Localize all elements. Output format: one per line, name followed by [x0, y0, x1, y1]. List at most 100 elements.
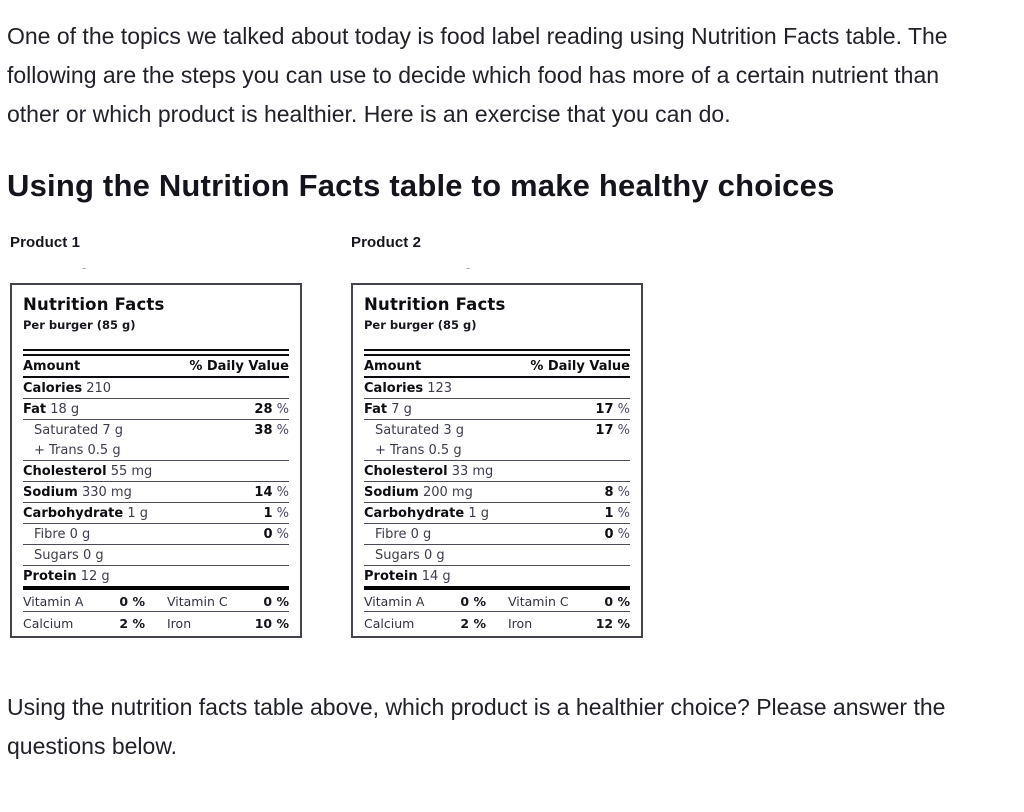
percent-sign: % [613, 527, 630, 542]
nutrient-row: Fat 7 g 17 % [364, 399, 630, 420]
nutrient-text: Fat 18 g [23, 402, 79, 417]
daily-value-cell: 17 % [595, 423, 630, 438]
nutrient-text: Fibre 0 g [364, 527, 431, 542]
micro-pair-right: Vitamin C 0 % [501, 594, 630, 609]
nutrient-amount: Sugars 0 g [34, 548, 104, 563]
nutrient-amount: + Trans 0.5 g [375, 443, 462, 458]
daily-value-column-header: % Daily Value [189, 359, 289, 374]
micro-pair-right: Iron 10 % [160, 616, 289, 631]
page-heading: Using the Nutrition Facts table to make … [7, 168, 835, 203]
nutrient-amount: Saturated 3 g [375, 423, 465, 438]
question-paragraph: Using the nutrition facts table above, w… [7, 694, 946, 759]
nutrition-facts-title: Nutrition Facts [23, 295, 165, 314]
nutrient-name: Cholesterol [364, 464, 448, 479]
dash-mark: - [82, 259, 87, 275]
nutrient-amount: 1 g [123, 506, 149, 521]
daily-value-cell: 0 % [604, 527, 630, 542]
micro-value-2: 0 % [263, 593, 289, 609]
intro-paragraph: One of the topics we talked about today … [7, 23, 948, 127]
nutrient-row: Fibre 0 g 0 % [364, 524, 630, 545]
micro-pair-left: Calcium 2 % [364, 616, 501, 631]
product-1-dash-row: - [10, 251, 302, 283]
nutrient-text: Sodium 200 mg [364, 485, 473, 500]
nutrient-row: Sugars 0 g [364, 545, 630, 566]
micronutrient-row: Vitamin A 0 % Vitamin C 0 % [23, 590, 289, 612]
double-rule [23, 349, 289, 356]
daily-value-cell: 0 % [263, 527, 289, 542]
amount-column-header: Amount [364, 359, 422, 374]
daily-value-cell: 38 % [254, 423, 289, 438]
nutrient-row: Carbohydrate 1 g 1 % [364, 503, 630, 524]
micro-value-1: 0 % [460, 593, 486, 609]
nutrient-amount: 18 g [46, 402, 80, 417]
nutrient-row: Saturated 3 g 17 % [364, 420, 630, 440]
nutrient-text: Fibre 0 g [23, 527, 90, 542]
nutrient-row: Sodium 330 mg 14 % [23, 482, 289, 503]
percent-sign: % [613, 423, 630, 438]
percent-sign: % [272, 402, 289, 417]
micro-name-2: Iron [508, 615, 533, 631]
product-2-dash-row: - [351, 251, 643, 283]
nutrient-amount: 123 [423, 381, 453, 396]
percent-sign: % [613, 485, 630, 500]
products-row: Product 1 - Nutrition Facts Per burger (… [10, 234, 1024, 638]
nutrient-name: Fat [364, 402, 388, 417]
percent-sign: % [272, 485, 289, 500]
nutrient-text: + Trans 0.5 g [23, 443, 121, 458]
table-header-row: Amount % Daily Value [23, 356, 289, 378]
nutrient-amount: 7 g [387, 402, 412, 417]
nutrient-amount: 210 [82, 381, 112, 396]
nutrient-text: Carbohydrate 1 g [23, 506, 148, 521]
daily-value-cell: 14 % [254, 485, 289, 500]
micro-pair-right: Iron 12 % [501, 616, 630, 631]
daily-value-number: 8 [604, 485, 614, 500]
nutrient-text: + Trans 0.5 g [364, 443, 462, 458]
double-rule [364, 349, 630, 356]
micro-name-1: Calcium [23, 615, 74, 631]
percent-sign: % [613, 402, 630, 417]
document-page: One of the topics we talked about today … [7, 23, 1024, 759]
micro-name-1: Vitamin A [23, 593, 84, 609]
nutrient-amount: 12 g [76, 569, 110, 584]
nutrient-text: Carbohydrate 1 g [364, 506, 489, 521]
nutrient-row: Cholesterol 55 mg [23, 461, 289, 482]
nutrient-amount: + Trans 0.5 g [34, 443, 121, 458]
nutrient-name: Carbohydrate [364, 506, 465, 521]
nutrient-text: Protein 12 g [23, 569, 110, 584]
daily-value-cell: 8 % [604, 485, 630, 500]
daily-value-column-header: % Daily Value [530, 359, 630, 374]
micronutrient-rows: Vitamin A 0 % Vitamin C 0 % Calcium 2 % … [364, 590, 630, 633]
product-1-section: Product 1 - Nutrition Facts Per burger (… [10, 234, 302, 638]
dash-mark: - [466, 259, 471, 275]
nutrient-name: Protein [23, 569, 77, 584]
percent-sign: % [272, 506, 289, 521]
micro-value-1: 0 % [119, 593, 145, 609]
serving-size: Per burger (85 g) [23, 318, 136, 332]
nutrient-row: + Trans 0.5 g [364, 440, 630, 461]
nutrient-row: Carbohydrate 1 g 1 % [23, 503, 289, 524]
nutrient-text: Calories 123 [364, 381, 452, 396]
percent-sign: % [272, 423, 289, 438]
nutrient-amount: 33 mg [447, 464, 494, 479]
daily-value-number: 1 [604, 506, 614, 521]
daily-value-cell: 28 % [254, 402, 289, 417]
product-1-label: Product 1 [10, 234, 81, 251]
nutrient-name: Sodium [23, 485, 78, 500]
daily-value-number: 17 [595, 423, 614, 438]
nutrient-text: Sugars 0 g [23, 548, 104, 563]
nutrient-name: Calories [364, 381, 424, 396]
percent-sign: % [272, 527, 289, 542]
micro-value-1: 2 % [119, 615, 145, 631]
nutrient-amount: 14 g [417, 569, 451, 584]
nutrient-row: + Trans 0.5 g [23, 440, 289, 461]
nutrition-facts-table-product-1: Nutrition Facts Per burger (85 g) Amount… [10, 283, 302, 638]
micro-name-2: Vitamin C [167, 593, 228, 609]
nutrient-row: Sugars 0 g [23, 545, 289, 566]
nutrient-amount: Fibre 0 g [375, 527, 432, 542]
micro-value-2: 10 % [254, 615, 289, 631]
nutrient-amount: 330 mg [77, 485, 132, 500]
nutrient-amount: 1 g [464, 506, 490, 521]
micronutrient-rows: Vitamin A 0 % Vitamin C 0 % Calcium 2 % … [23, 590, 289, 633]
nutrition-facts-title: Nutrition Facts [364, 295, 506, 314]
micro-name-1: Calcium [364, 615, 415, 631]
